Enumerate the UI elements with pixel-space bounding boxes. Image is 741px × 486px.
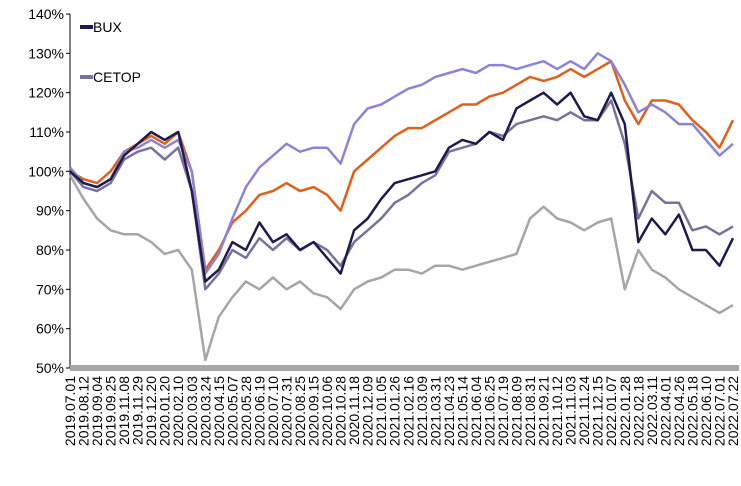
x-tick-label: 2021.12.15	[590, 376, 606, 446]
x-tick-label: 2020.02.10	[170, 376, 186, 446]
x-tick-label: 2019.08.12	[76, 376, 92, 446]
series-line	[69, 91, 735, 283]
x-tick-label: 2021.03.31	[427, 376, 443, 446]
x-tick-label: 2020.09.15	[306, 376, 322, 446]
y-tick-label: 120%	[28, 85, 64, 101]
y-tick-label: 100%	[28, 163, 64, 179]
y-tick-label: 70%	[36, 281, 64, 297]
series-line	[68, 174, 734, 362]
x-tick-label: 2020.05.28	[238, 376, 254, 446]
x-tick-label: 2021.03.09	[414, 376, 430, 446]
x-tick-label: 2021.07.19	[495, 376, 511, 446]
y-tick-label: 140%	[28, 6, 64, 22]
x-tick-label: 2021.09.21	[536, 376, 552, 446]
x-tick-label: 2021.05.14	[454, 376, 470, 446]
x-tick-label: 2020.07.10	[265, 376, 281, 446]
x-tick-label: 2019.11.29	[130, 376, 146, 445]
x-tick-label: 2020.06.19	[251, 376, 267, 446]
x-tick-label: 2021.01.05	[373, 376, 389, 446]
y-tick-label: 80%	[36, 242, 64, 258]
x-tick-label: 2021.11.03	[563, 376, 579, 445]
x-tick-label: 2020.10.06	[319, 376, 335, 446]
x-tick-label: 2020.11.18	[346, 376, 362, 445]
x-tick-label: 2020.03.03	[184, 376, 200, 446]
legend-label: CETOP	[93, 69, 141, 85]
x-tick-label: 2019.09.04	[89, 376, 105, 446]
y-tick-label: 50%	[36, 360, 64, 376]
x-tick-label: 2022.07.22	[725, 376, 741, 446]
x-tick-label: 2022.03.11	[644, 376, 660, 445]
x-tick-label: 2020.05.07	[224, 376, 240, 446]
x-tick-label: 2020.08.25	[292, 376, 308, 446]
x-tick-label: 2019.07.01	[62, 376, 78, 446]
x-tick-label: 2022.01.28	[617, 376, 633, 446]
x-tick-label: 2022.04.26	[671, 376, 687, 446]
x-tick-label: 2022.06.10	[698, 376, 714, 446]
x-tick-label: 2021.04.23	[441, 376, 457, 446]
y-tick-label: 90%	[36, 203, 64, 219]
x-tick-label: 2019.11.08	[116, 376, 132, 445]
series-line	[69, 52, 734, 275]
x-tick-label: 2022.02.18	[630, 376, 646, 446]
x-tick-label: 2022.04.01	[657, 376, 673, 446]
x-tick-label: 2022.07.01	[711, 376, 727, 446]
legend-label: BUX	[93, 19, 122, 35]
x-tick-label: 2020.12.09	[360, 376, 376, 446]
x-tick-label: 2021.01.26	[387, 376, 403, 446]
x-tick-label: 2021.08.09	[509, 376, 525, 446]
x-tick-label: 2021.10.12	[549, 376, 565, 446]
y-tick-label: 60%	[36, 321, 64, 337]
y-tick-label: 130%	[28, 45, 64, 61]
x-tick-label: 2020.01.20	[157, 376, 173, 446]
x-tick-label: 2021.11.24	[576, 376, 592, 445]
x-tick-label: 2021.02.16	[400, 376, 416, 446]
x-tick-label: 2019.09.25	[103, 376, 119, 446]
x-tick-label: 2020.10.28	[333, 376, 349, 446]
x-tick-label: 2022.05.18	[684, 376, 700, 446]
x-tick-label: 2020.03.24	[197, 376, 213, 446]
x-tick-label: 2020.04.15	[211, 376, 227, 446]
x-tick-label: 2021.08.31	[522, 376, 538, 446]
x-tick-label: 2019.12.20	[143, 376, 159, 446]
x-tick-label: 2020.07.31	[278, 376, 294, 446]
y-tick-label: 110%	[29, 124, 64, 140]
x-tick-label: 2021.06.25	[481, 376, 497, 446]
x-axis-band	[70, 365, 739, 371]
x-tick-label: 2021.06.04	[468, 376, 484, 446]
x-tick-label: 2022.01.07	[603, 376, 619, 446]
series-line	[69, 99, 734, 291]
